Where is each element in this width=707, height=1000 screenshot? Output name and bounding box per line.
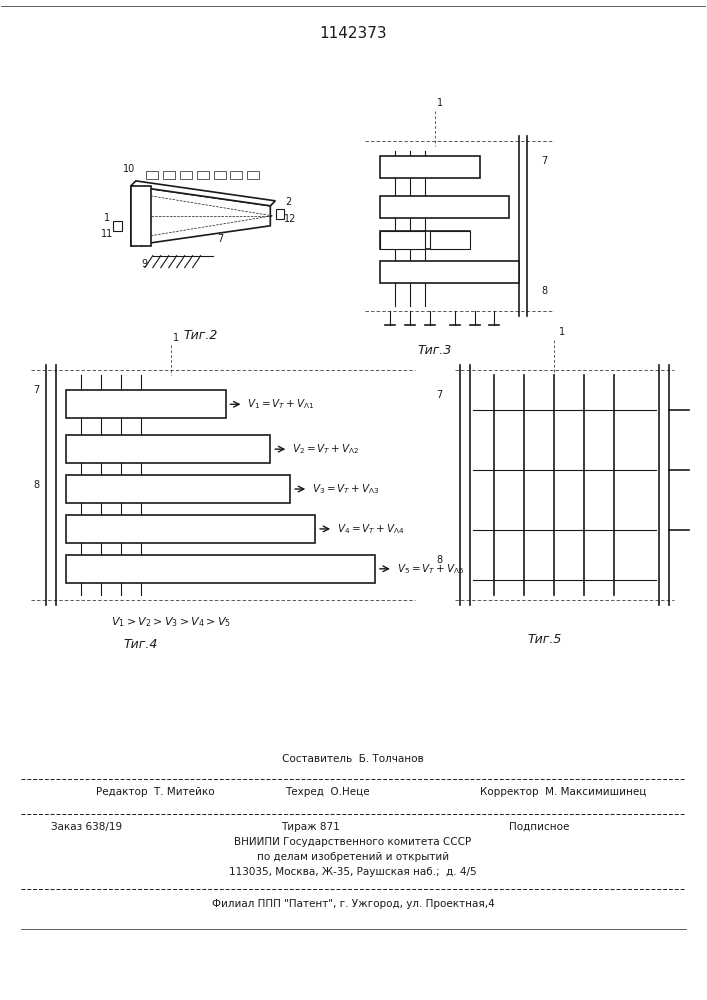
Text: 7: 7 xyxy=(33,385,40,395)
Text: 8: 8 xyxy=(437,555,443,565)
Polygon shape xyxy=(131,181,275,206)
Text: Редактор  Т. Митейко: Редактор Т. Митейко xyxy=(96,787,215,797)
Text: 1: 1 xyxy=(559,327,565,337)
Text: 9: 9 xyxy=(142,259,148,269)
Text: 1: 1 xyxy=(104,213,110,223)
Bar xyxy=(146,171,158,179)
Bar xyxy=(66,555,375,583)
Bar xyxy=(66,390,226,418)
Text: Техред  О.Неце: Техред О.Неце xyxy=(285,787,370,797)
Text: $V_2 = V_T + V_{\Lambda 2}$: $V_2 = V_T + V_{\Lambda 2}$ xyxy=(292,442,359,456)
Text: Τиг.5: Τиг.5 xyxy=(527,633,561,646)
Text: 8: 8 xyxy=(541,286,547,296)
Text: Филиал ППП "Патент", г. Ужгород, ул. Проектная,4: Филиал ППП "Патент", г. Ужгород, ул. Про… xyxy=(211,899,494,909)
Text: Τиг.4: Τиг.4 xyxy=(124,638,158,651)
Text: $V_1 > V_2 > V_3 > V_4 > V_5$: $V_1 > V_2 > V_3 > V_4 > V_5$ xyxy=(111,615,231,629)
Bar xyxy=(430,231,469,249)
Text: 7: 7 xyxy=(436,390,443,400)
Bar xyxy=(214,171,226,179)
Bar xyxy=(66,515,315,543)
Text: Подписное: Подписное xyxy=(509,822,569,832)
Bar xyxy=(180,171,192,179)
Text: 12: 12 xyxy=(284,214,296,224)
Text: 1: 1 xyxy=(173,333,179,343)
Text: $V_1 = V_T + V_{\Lambda 1}$: $V_1 = V_T + V_{\Lambda 1}$ xyxy=(247,397,315,411)
Bar xyxy=(163,171,175,179)
Text: $V_5 = V_T + V_{\Lambda 5}$: $V_5 = V_T + V_{\Lambda 5}$ xyxy=(397,562,464,576)
Bar xyxy=(113,221,122,231)
Bar xyxy=(66,435,270,463)
Text: 7: 7 xyxy=(217,234,223,244)
Text: 1: 1 xyxy=(437,98,443,108)
Text: 7: 7 xyxy=(541,156,547,166)
Text: 1142373: 1142373 xyxy=(319,26,387,41)
Text: $V_3 = V_T + V_{\Lambda 3}$: $V_3 = V_T + V_{\Lambda 3}$ xyxy=(312,482,380,496)
Text: ВНИИПИ Государственного комитета СССР: ВНИИПИ Государственного комитета СССР xyxy=(235,837,472,847)
Text: Составитель  Б. Толчанов: Составитель Б. Толчанов xyxy=(282,754,424,764)
Text: Τиг.2: Τиг.2 xyxy=(183,329,218,342)
Bar xyxy=(197,171,209,179)
Text: Тираж 871: Тираж 871 xyxy=(281,822,339,832)
Bar xyxy=(230,171,243,179)
Text: 8: 8 xyxy=(33,480,40,490)
Text: $V_4 = V_T + V_{\Lambda 4}$: $V_4 = V_T + V_{\Lambda 4}$ xyxy=(337,522,404,536)
Text: Τиг.3: Τиг.3 xyxy=(418,344,452,357)
Bar xyxy=(380,261,520,283)
Bar xyxy=(66,475,291,503)
Bar xyxy=(276,209,284,219)
Text: 113035, Москва, Ж-35, Раушская наб.;  д. 4/5: 113035, Москва, Ж-35, Раушская наб.; д. … xyxy=(229,867,477,877)
Text: Заказ 638/19: Заказ 638/19 xyxy=(51,822,122,832)
Polygon shape xyxy=(131,186,270,246)
Text: 11: 11 xyxy=(101,229,113,239)
Bar xyxy=(247,171,259,179)
Bar xyxy=(380,196,509,218)
Bar xyxy=(380,231,425,249)
Bar xyxy=(380,231,469,249)
Text: 2: 2 xyxy=(285,197,291,207)
Text: 10: 10 xyxy=(123,164,135,174)
Bar xyxy=(131,186,151,246)
Bar xyxy=(380,156,479,178)
Text: по делам изобретений и открытий: по делам изобретений и открытий xyxy=(257,852,449,862)
Text: Корректор  М. Максимишинец: Корректор М. Максимишинец xyxy=(479,787,646,797)
